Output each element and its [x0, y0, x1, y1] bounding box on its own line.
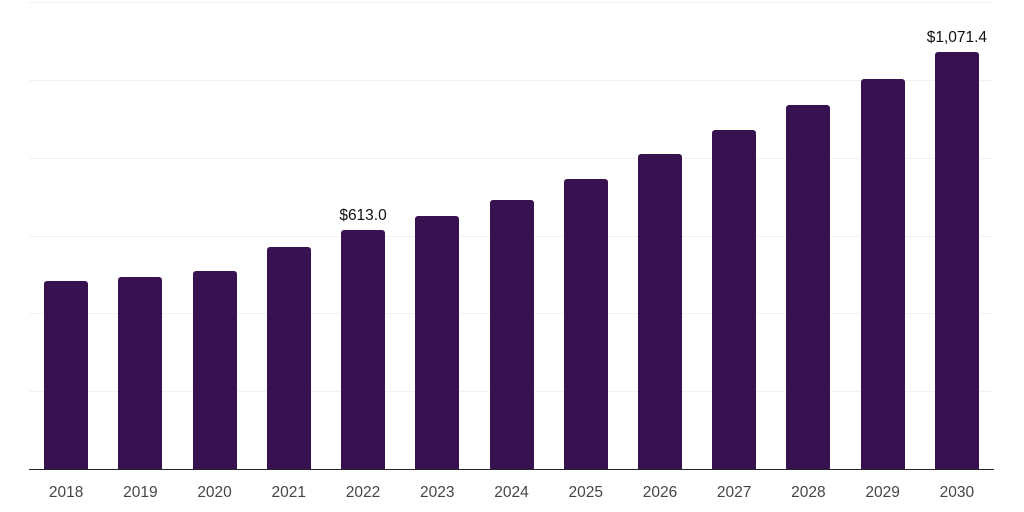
bar-2023: [415, 215, 460, 469]
x-tick-label-2028: 2028: [791, 484, 826, 501]
bar-2024: [489, 199, 534, 469]
bar-2022: [341, 230, 386, 469]
bar-2030: [934, 52, 979, 469]
bar-2028: [786, 104, 831, 469]
x-tick-label-2022: 2022: [345, 484, 381, 501]
x-tick-label-2026: 2026: [642, 484, 678, 501]
bar-2020: [192, 271, 237, 469]
x-axis-line: [29, 468, 994, 470]
x-tick-label-2030: 2030: [939, 484, 975, 501]
x-tick-label-2027: 2027: [716, 484, 752, 501]
x-tick-label-2029: 2029: [865, 484, 900, 501]
x-tick-label-2024: 2024: [494, 484, 529, 501]
x-tick-label-2021: 2021: [271, 484, 307, 501]
x-tick-label-2025: 2025: [568, 484, 603, 501]
x-tick-label-2018: 2018: [48, 484, 84, 501]
bar-2018: [44, 281, 89, 469]
value-label-2030: $1,071.4: [926, 29, 988, 47]
bar-2026: [637, 154, 682, 469]
x-tick-label-2020: 2020: [197, 484, 232, 501]
gridline: [29, 157, 994, 159]
x-tick-label-2019: 2019: [123, 484, 158, 501]
gridline: [29, 2, 994, 3]
bar-2021: [266, 247, 311, 469]
bar-2027: [712, 130, 757, 469]
x-tick-label-2023: 2023: [420, 484, 455, 501]
bar-2019: [118, 277, 163, 469]
value-label-2022: $613.0: [339, 207, 387, 225]
bar-2029: [860, 79, 905, 469]
gridline: [29, 79, 994, 81]
bar-2025: [563, 179, 608, 469]
